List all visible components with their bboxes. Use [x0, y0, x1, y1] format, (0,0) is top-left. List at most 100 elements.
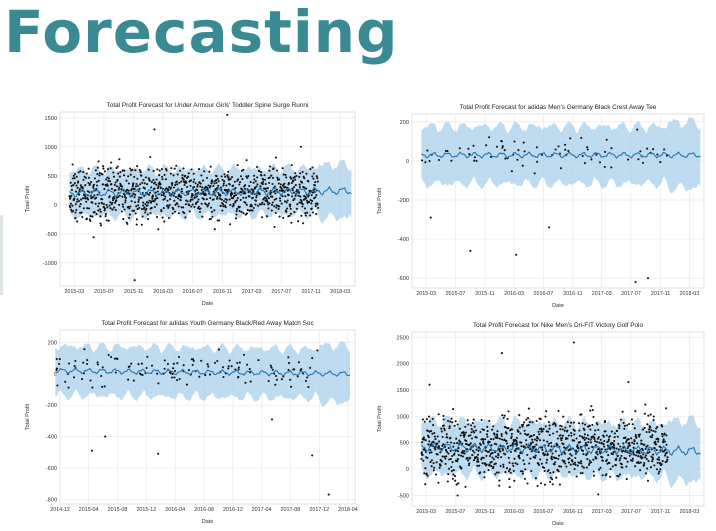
- data-point: [102, 165, 105, 168]
- data-point: [539, 418, 542, 421]
- data-point: [529, 457, 532, 460]
- data-point: [583, 436, 586, 439]
- x-tick-label: 2017-03: [242, 289, 262, 295]
- data-point: [195, 195, 198, 198]
- data-point: [495, 145, 499, 148]
- data-point: [282, 173, 285, 176]
- data-point: [99, 210, 102, 213]
- data-point: [537, 451, 540, 454]
- data-point: [490, 465, 493, 468]
- data-point: [118, 194, 121, 197]
- data-point: [601, 456, 604, 459]
- data-point: [516, 443, 519, 446]
- data-point: [244, 184, 247, 187]
- data-point: [582, 466, 585, 469]
- data-point: [270, 203, 274, 206]
- data-point: [625, 441, 628, 444]
- data-point: [229, 203, 232, 206]
- data-point: [603, 445, 606, 448]
- data-point: [568, 425, 572, 428]
- data-point: [245, 175, 248, 178]
- data-point: [268, 202, 271, 205]
- data-point: [588, 424, 591, 427]
- data-point: [634, 410, 637, 413]
- data-point: [613, 432, 616, 435]
- data-point: [525, 418, 528, 421]
- data-point: [440, 460, 444, 463]
- data-point: [559, 434, 562, 437]
- data-point: [80, 211, 83, 214]
- x-tick-label: 2017-07: [271, 289, 291, 295]
- data-point: [666, 458, 669, 461]
- data-point: [229, 194, 233, 197]
- x-tick-label: 2016-08: [194, 507, 214, 513]
- data-point: [304, 197, 308, 200]
- data-point: [434, 448, 437, 451]
- data-point: [289, 212, 293, 215]
- data-point: [127, 182, 130, 185]
- data-point: [289, 203, 292, 206]
- data-point: [135, 218, 138, 221]
- data-point: [256, 183, 259, 186]
- data-point: [103, 188, 106, 191]
- data-point: [240, 210, 243, 213]
- data-point: [297, 361, 300, 364]
- data-point: [110, 187, 113, 190]
- data-point: [68, 195, 71, 198]
- x-tick-label: 2017-03: [592, 509, 612, 515]
- data-point: [590, 436, 593, 439]
- data-point: [449, 420, 452, 423]
- data-point: [627, 438, 630, 441]
- x-tick-label: 2018-03: [679, 291, 699, 297]
- data-point: [149, 211, 152, 215]
- data-point: [183, 212, 186, 215]
- data-point: [552, 471, 555, 474]
- data-point: [639, 469, 642, 472]
- data-point: [227, 367, 230, 370]
- data-point: [237, 368, 240, 371]
- data-point: [428, 420, 432, 423]
- data-point: [140, 223, 143, 226]
- data-point: [315, 213, 318, 216]
- data-point: [114, 208, 117, 212]
- data-point: [218, 219, 221, 222]
- data-point: [156, 187, 160, 190]
- data-point: [510, 170, 513, 173]
- data-point: [586, 434, 589, 437]
- data-point: [270, 174, 273, 177]
- data-point: [249, 380, 252, 383]
- data-point: [152, 179, 155, 182]
- data-point: [507, 456, 510, 459]
- data-point: [629, 450, 632, 453]
- data-point: [445, 448, 448, 451]
- data-point: [252, 181, 255, 184]
- data-point: [263, 203, 266, 206]
- data-point: [150, 206, 153, 209]
- data-point: [227, 188, 230, 191]
- data-point: [501, 414, 504, 417]
- data-point: [470, 431, 473, 434]
- data-point: [158, 174, 161, 177]
- data-point: [141, 215, 144, 218]
- data-point: [301, 181, 304, 184]
- data-point: [437, 481, 440, 484]
- data-point: [294, 194, 297, 197]
- data-point: [659, 161, 662, 164]
- data-point: [596, 437, 599, 440]
- data-point: [55, 367, 58, 370]
- data-point: [460, 467, 463, 470]
- data-point: [643, 426, 646, 429]
- data-point: [519, 470, 523, 473]
- data-point: [161, 178, 164, 181]
- data-point: [449, 436, 452, 439]
- data-point: [300, 214, 303, 217]
- data-point: [106, 184, 109, 187]
- data-point: [273, 185, 276, 188]
- data-point: [648, 451, 651, 454]
- data-point: [551, 423, 555, 426]
- data-point: [451, 461, 454, 464]
- data-point: [187, 175, 190, 178]
- data-point: [569, 452, 572, 456]
- data-point: [174, 196, 178, 199]
- data-point: [633, 440, 636, 443]
